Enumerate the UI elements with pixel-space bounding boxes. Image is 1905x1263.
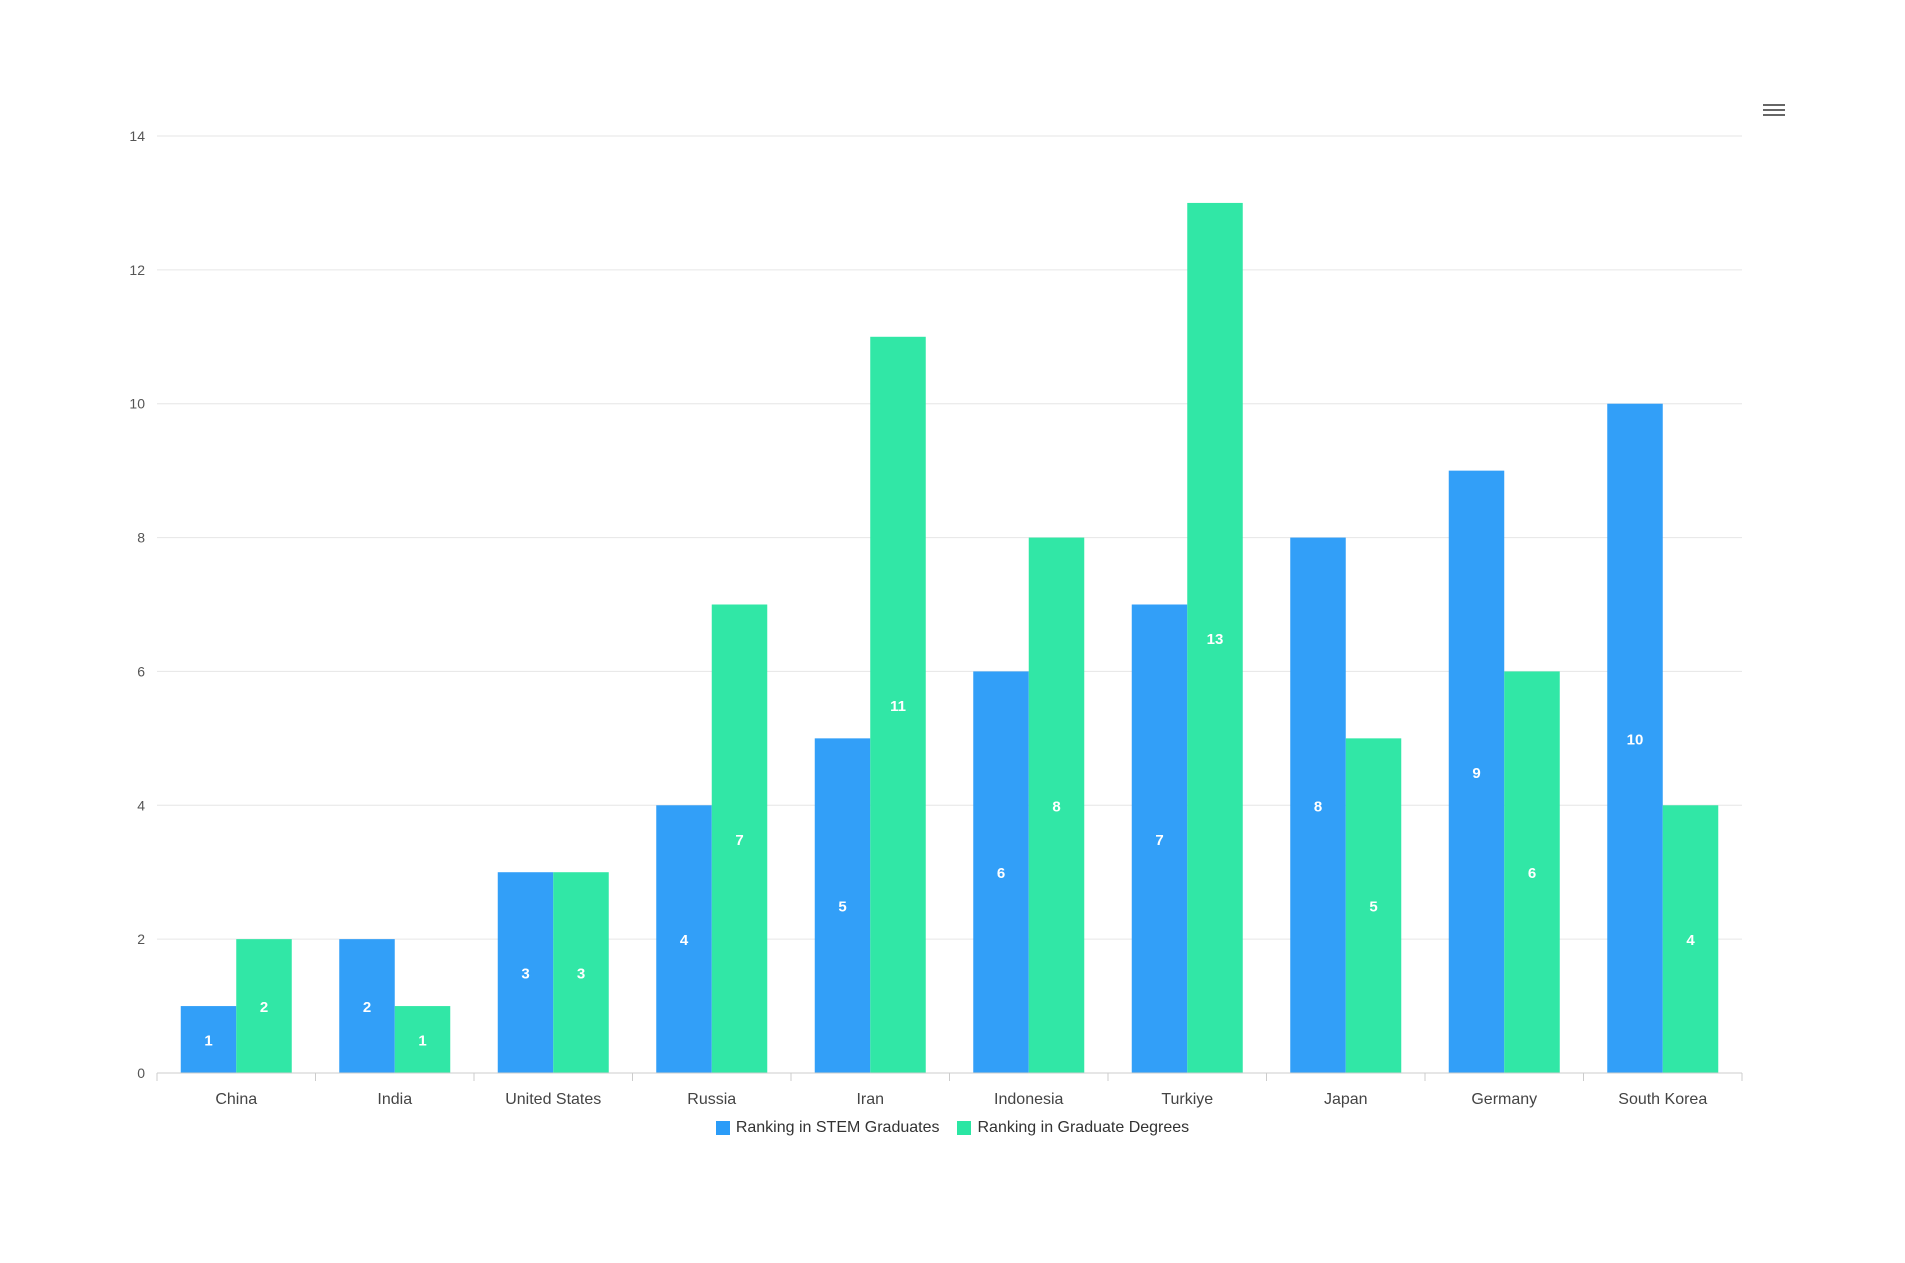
menu-bar-line [1763, 109, 1785, 111]
bar[interactable] [1131, 604, 1188, 1074]
data-label: 10 [1627, 731, 1644, 748]
legend-item-stem-graduates[interactable]: Ranking in STEM Graduates [715, 1119, 940, 1137]
bar[interactable] [339, 939, 395, 1073]
data-label: 3 [521, 966, 529, 983]
y-tick-label: 0 [137, 1065, 145, 1081]
data-label: 8 [1314, 798, 1322, 815]
bar[interactable] [180, 1006, 237, 1073]
x-tick-label: Germany [1471, 1091, 1537, 1108]
bar[interactable] [1504, 671, 1560, 1073]
data-label: 2 [260, 999, 268, 1016]
x-tick-label: Turkiye [1161, 1091, 1213, 1108]
y-tick-label: 2 [137, 931, 145, 947]
x-tick-label: India [377, 1091, 412, 1108]
bar[interactable] [1607, 403, 1663, 1073]
data-label: 4 [680, 932, 689, 949]
data-label: 7 [735, 832, 743, 849]
bar[interactable] [1448, 470, 1505, 1074]
y-tick-label: 14 [129, 128, 145, 144]
data-label: 11 [890, 698, 906, 715]
data-label: 6 [1528, 865, 1536, 882]
data-label: 2 [363, 999, 371, 1016]
legend-item-graduate-degrees[interactable]: Ranking in Graduate Degrees [957, 1119, 1189, 1137]
hamburger-menu-icon[interactable] [1758, 96, 1790, 124]
x-tick-label: South Korea [1618, 1091, 1707, 1108]
bar[interactable] [394, 1006, 451, 1073]
grid-lines [157, 135, 1742, 940]
legend-swatch-stem-graduates [715, 1121, 730, 1135]
y-tick-label: 8 [137, 530, 145, 546]
bar[interactable] [1187, 202, 1243, 1073]
y-tick-label: 6 [137, 663, 145, 679]
bar[interactable] [1290, 537, 1346, 1073]
bar[interactable] [656, 805, 712, 1073]
x-tick-label: Russia [687, 1091, 736, 1108]
data-label: 6 [997, 865, 1005, 882]
bar[interactable] [553, 872, 609, 1073]
data-label: 5 [838, 899, 846, 916]
legend: Ranking in STEM Graduates Ranking in Gra… [0, 1119, 1905, 1137]
data-label: 3 [577, 966, 585, 983]
menu-bar-line [1763, 104, 1785, 106]
x-tick-label: United States [505, 1091, 601, 1108]
data-label: 13 [1207, 631, 1224, 648]
legend-swatch-graduate-degrees [957, 1121, 972, 1135]
bar[interactable] [236, 939, 292, 1073]
data-label: 5 [1369, 899, 1377, 916]
bar[interactable] [711, 604, 768, 1074]
menu-bar-line [1763, 114, 1785, 116]
bar[interactable] [814, 738, 871, 1073]
bar[interactable] [1028, 537, 1085, 1073]
data-label: 8 [1052, 798, 1060, 815]
data-label: 1 [418, 1033, 426, 1050]
bar[interactable] [870, 336, 926, 1073]
bar[interactable] [1662, 805, 1719, 1073]
bar[interactable] [497, 872, 554, 1073]
y-axis-ticks: 0 2 4 6 8 10 12 14 [129, 128, 145, 1081]
bar[interactable] [973, 671, 1029, 1073]
legend-label-stem-graduates: Ranking in STEM Graduates [735, 1119, 940, 1136]
x-tick-label: Indonesia [994, 1091, 1063, 1108]
data-label: 4 [1686, 932, 1695, 949]
y-tick-label: 10 [129, 396, 145, 412]
x-tick-label: Iran [856, 1091, 884, 1108]
data-label: 9 [1472, 765, 1480, 782]
data-label: 7 [1155, 832, 1163, 849]
y-tick-label: 12 [129, 262, 145, 278]
bars [180, 202, 1719, 1074]
x-axis: China India United States Russia Iran Indones… [156, 1072, 1743, 1108]
x-tick-label: China [215, 1091, 257, 1108]
data-label: 1 [204, 1033, 212, 1050]
y-tick-label: 4 [137, 797, 145, 813]
bar[interactable] [1345, 738, 1402, 1073]
x-tick-label: Japan [1324, 1091, 1368, 1108]
legend-label-graduate-degrees: Ranking in Graduate Degrees [977, 1119, 1190, 1136]
